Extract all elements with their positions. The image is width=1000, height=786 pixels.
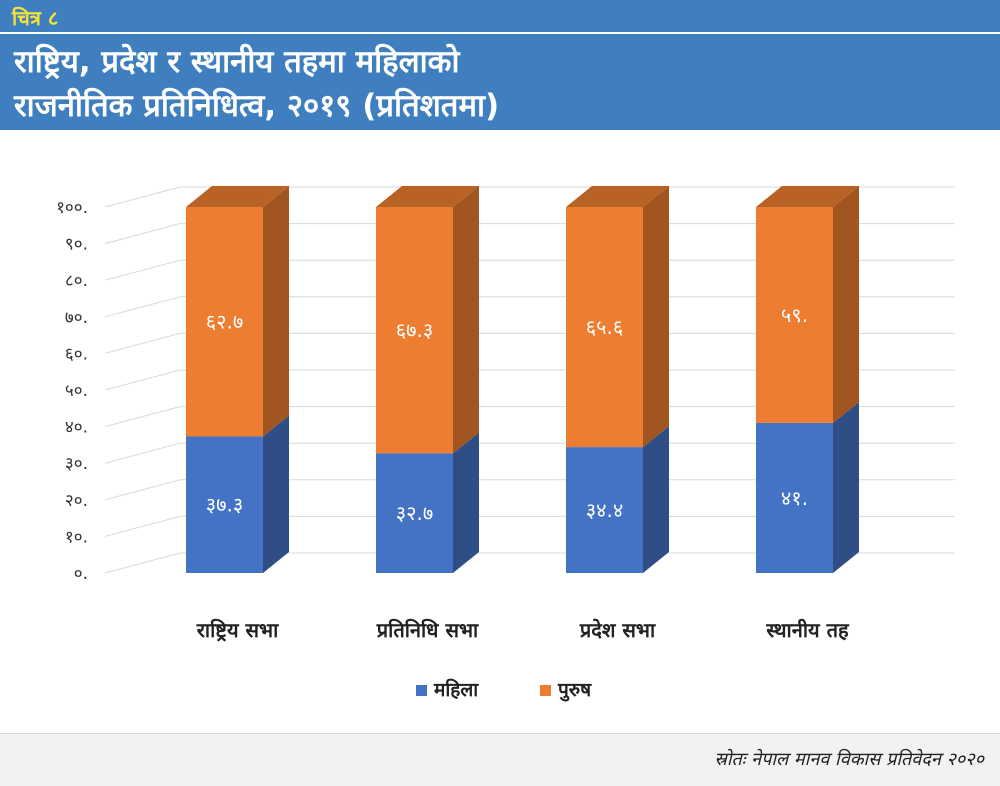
data-label-men: ५९. [781,303,808,327]
stacked-bar-chart: ०. १०. २०. ३०. ४०. ५०. ६०. ७०. ८०. ९०. १००. ३७.३ ६२… [56,186,955,702]
gridline-diagonal [104,515,181,537]
data-label-women: ३७.३ [206,493,244,517]
category-label: प्रदेश सभा [579,618,656,642]
bar-men-front [186,207,263,437]
header-divider [0,32,1000,34]
y-tick-label: ७०. [65,308,88,328]
y-tick-label: ६०. [65,344,88,364]
category-label: राष्ट्रिय सभा [196,618,279,642]
legend-label-men: पुरुष [557,679,592,702]
y-tick-label: ३०. [65,454,88,474]
gridline-diagonal [104,369,181,391]
bar-men-front [756,207,833,423]
legend-swatch-men [540,685,551,696]
data-label-men: ६२.७ [206,310,244,334]
figure-label: चित्र ८ [12,6,59,30]
data-label-men: ६५.६ [586,315,624,339]
category-label: प्रतिनिधि सभा [376,618,479,642]
bar-top-face [186,186,289,207]
bars: ३७.३ ६२.७ ३२.७ ६७.३ ३४.४ ६५.६ ४१. ५९. [186,186,859,573]
bar-women-side [833,401,859,573]
header-banner: चित्र ८ राष्ट्रिय, प्रदेश र स्थानीय तहमा… [0,0,1000,130]
bar-top-face [376,186,479,207]
bar-men-side [643,186,669,448]
y-tick-label: ९०. [65,235,88,255]
bar-women-side [643,426,669,573]
bar-women-front [186,436,263,573]
x-axis-labels: राष्ट्रिय सभा प्रतिनिधि सभा प्रदेश सभा स्था… [196,618,850,642]
bar-women-front [376,453,453,573]
data-label-women: ३४.४ [586,498,624,522]
legend: महिला पुरुष [416,678,592,702]
bar-women-front [756,422,833,573]
y-tick-label: २०. [65,491,88,511]
data-label-women: ४१. [781,486,808,510]
legend-label-women: महिला [433,678,479,701]
y-tick-label: ४०. [65,418,88,438]
y-tick-label: ५०. [65,381,88,401]
bar-women-side [263,415,289,573]
chart-title-line-2: राजनीतिक प्रतिनिधित्व, २०१९ (प्रतिशतमा) [14,88,500,124]
gridline-diagonal [104,406,181,428]
bar-men-side [453,186,479,454]
gridline-diagonal [104,296,181,318]
gridline-diagonal [104,332,181,354]
bar-women-front [566,447,643,573]
source-note: स्रोतः नेपाल मानव विकास प्रतिवेदन २०२० [714,749,984,770]
bar-men-side [263,186,289,437]
bar-women-side [453,432,479,573]
bar-top-face [756,186,859,207]
y-tick-label: १०. [65,527,88,547]
bar-men-front [566,207,643,448]
bar-men-front [376,207,453,454]
y-tick-label: १००. [56,198,88,218]
y-tick-label: ०. [74,564,88,584]
gridline-diagonal [104,479,181,501]
gridline-diagonal [104,552,181,574]
y-axis-ticks: ०. १०. २०. ३०. ४०. ५०. ६०. ७०. ८०. ९०. १००. [56,198,88,584]
legend-swatch-women [416,685,427,696]
gridline-diagonal [104,186,181,208]
gridline-diagonal [104,259,181,281]
bar-men-side [833,186,859,423]
footer: स्रोतः नेपाल मानव विकास प्रतिवेदन २०२० [0,733,1000,786]
gridline-diagonal [104,223,181,245]
data-label-women: ३२.७ [396,501,434,525]
category-label: स्थानीय तह [765,618,850,642]
bar-top-face [566,186,669,207]
gridline-diagonal [104,442,181,464]
chart-title-line-1: राष्ट्रिय, प्रदेश र स्थानीय तहमा महिलाको [14,44,460,80]
data-label-men: ६७.३ [396,318,434,342]
y-tick-label: ८०. [65,271,88,291]
